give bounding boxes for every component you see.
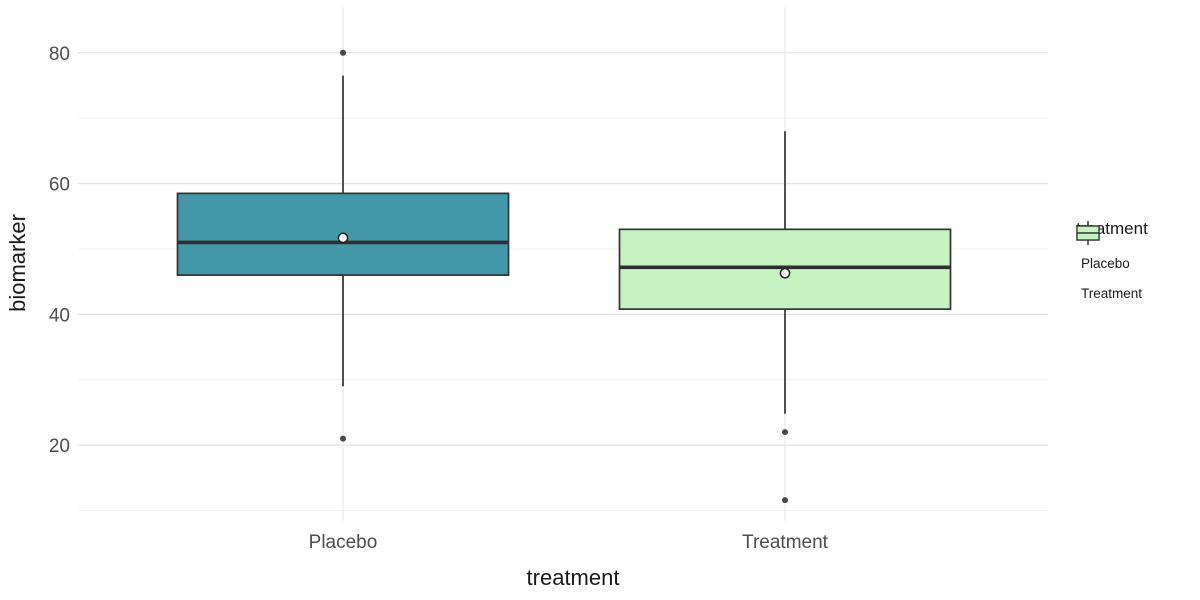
- outlier-point: [340, 49, 346, 56]
- legend-item-placebo: Placebo: [1074, 221, 1148, 278]
- outlier-point: [782, 497, 788, 504]
- x-axis-title: treatment: [526, 565, 620, 590]
- legend-item-treatment: Treatment: [1074, 221, 1148, 308]
- legend-label: Treatment: [1081, 285, 1143, 301]
- y-tick-label: 80: [49, 44, 70, 65]
- y-tick-label: 20: [49, 436, 70, 457]
- x-category-label: Placebo: [309, 532, 378, 553]
- x-category-label: Treatment: [742, 532, 829, 553]
- y-tick-label: 60: [49, 175, 70, 196]
- legend-label: Placebo: [1081, 255, 1130, 271]
- mean-point: [779, 267, 791, 279]
- outlier-point: [782, 429, 788, 436]
- mean-point: [337, 232, 349, 244]
- boxplot-key-icon: [1076, 221, 1100, 245]
- y-tick-label: 40: [49, 305, 70, 326]
- legend: treatment Placebo Treatment: [1074, 219, 1148, 308]
- outlier-point: [340, 435, 346, 442]
- y-axis-title: biomarker: [5, 214, 30, 312]
